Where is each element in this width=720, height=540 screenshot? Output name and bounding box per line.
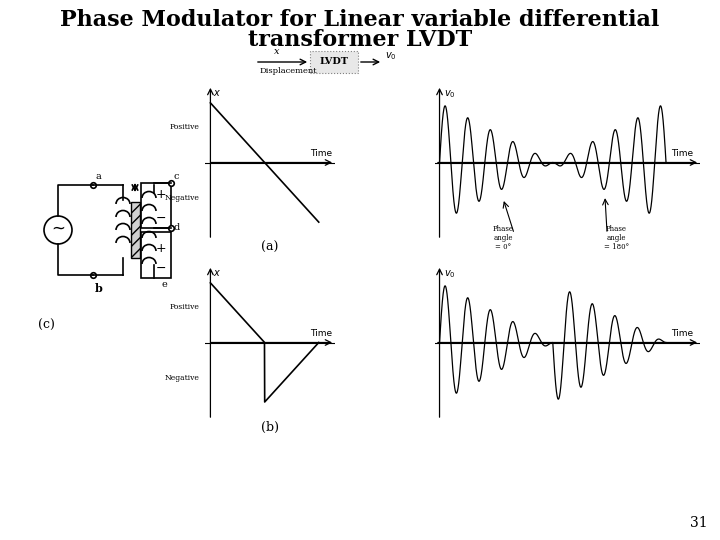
Text: Phase
angle
= 180°: Phase angle = 180° bbox=[603, 225, 629, 252]
Text: +: + bbox=[156, 241, 166, 254]
Text: Time: Time bbox=[671, 329, 693, 339]
Text: Phase
angle
= 0°: Phase angle = 0° bbox=[492, 225, 513, 252]
Bar bbox=[131, 202, 140, 258]
Text: c: c bbox=[174, 172, 179, 181]
Text: d: d bbox=[174, 224, 180, 233]
Text: Time: Time bbox=[310, 150, 332, 158]
Text: Negative: Negative bbox=[165, 194, 199, 202]
Text: 31: 31 bbox=[690, 516, 708, 530]
Text: x: x bbox=[274, 47, 280, 56]
Text: −: − bbox=[156, 212, 166, 225]
Text: a: a bbox=[95, 172, 101, 181]
Text: (b): (b) bbox=[261, 421, 279, 434]
Text: Positive: Positive bbox=[170, 303, 199, 310]
Text: transformer LVDT: transformer LVDT bbox=[248, 29, 472, 51]
Text: Time: Time bbox=[310, 329, 332, 339]
Text: b: b bbox=[95, 283, 103, 294]
Text: Positive: Positive bbox=[170, 123, 199, 131]
Text: (a): (a) bbox=[261, 240, 279, 253]
Text: $v_0$: $v_0$ bbox=[444, 268, 456, 280]
Text: ~: ~ bbox=[51, 220, 65, 238]
Text: $v_0$: $v_0$ bbox=[385, 50, 397, 62]
Text: (c): (c) bbox=[38, 319, 55, 332]
Text: Time: Time bbox=[671, 150, 693, 158]
Text: −: − bbox=[156, 261, 166, 274]
Text: Phase Modulator for Linear variable differential: Phase Modulator for Linear variable diff… bbox=[60, 9, 660, 31]
Text: Negative: Negative bbox=[165, 374, 199, 382]
Text: $v_0$: $v_0$ bbox=[444, 88, 456, 100]
Bar bbox=[141, 183, 171, 228]
Text: x: x bbox=[214, 88, 220, 98]
Text: LVDT: LVDT bbox=[320, 57, 348, 66]
Bar bbox=[141, 232, 171, 278]
Text: x: x bbox=[214, 268, 220, 278]
Text: Displacement: Displacement bbox=[260, 67, 318, 75]
Text: +: + bbox=[156, 188, 166, 201]
Bar bbox=[310, 51, 358, 73]
Text: e: e bbox=[161, 280, 167, 289]
